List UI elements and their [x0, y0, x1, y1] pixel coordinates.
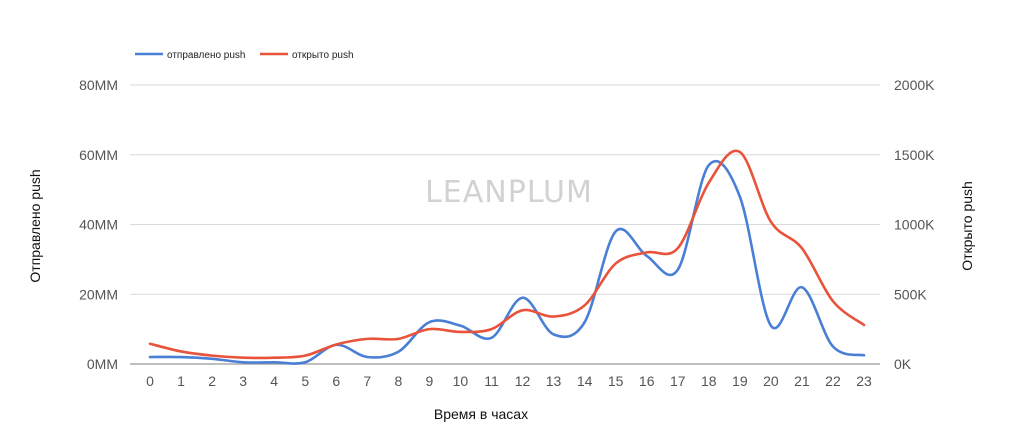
x-tick-label: 13	[546, 373, 562, 389]
x-tick-label: 22	[825, 373, 841, 389]
x-tick-label: 8	[394, 373, 402, 389]
legend: отправлено push открыто push	[135, 50, 354, 61]
x-tick-label: 3	[239, 373, 247, 389]
right-tick-label: 1500K	[894, 147, 935, 163]
x-tick-label: 18	[701, 373, 717, 389]
right-tick-label: 1000K	[894, 217, 935, 233]
x-tick-label: 14	[577, 373, 593, 389]
left-tick-label: 20MM	[79, 286, 118, 302]
right-tick-label: 500K	[894, 286, 927, 302]
x-tick-label: 17	[670, 373, 686, 389]
x-tick-label: 20	[763, 373, 779, 389]
x-tick-label: 0	[146, 373, 154, 389]
x-axis-title: Время в часах	[434, 406, 528, 422]
series-lines	[148, 149, 866, 365]
left-y-axis-title: Отправлено push	[27, 169, 43, 282]
watermark: LEANPLUM	[425, 175, 593, 210]
x-axis-ticks: 0 1 2 3 4 5 6 7 8 9 10 11 12 13 14 15 16 17 18 19 20 21 22 23	[146, 373, 872, 389]
x-tick-label: 16	[639, 373, 655, 389]
legend-label-opened: открыто push	[292, 50, 354, 61]
legend-label-sent: отправлено push	[167, 50, 246, 61]
x-tick-label: 1	[177, 373, 185, 389]
right-tick-label: 2000K	[894, 77, 935, 93]
right-tick-label: 0K	[894, 356, 912, 372]
left-tick-label: 60MM	[79, 147, 118, 163]
x-tick-label: 2	[208, 373, 216, 389]
grid-lines	[130, 84, 880, 365]
x-tick-label: 15	[608, 373, 624, 389]
left-y-axis-ticks: 0MM 20MM 40MM 60MM 80MM	[79, 77, 118, 372]
x-tick-label: 7	[363, 373, 371, 389]
left-tick-label: 40MM	[79, 217, 118, 233]
x-tick-label: 12	[515, 373, 531, 389]
x-tick-label: 11	[484, 373, 499, 389]
x-tick-label: 9	[425, 373, 433, 389]
right-y-axis-ticks: 0K 500K 1000K 1500K 2000K	[894, 77, 935, 372]
x-tick-label: 10	[453, 373, 469, 389]
x-tick-label: 6	[332, 373, 340, 389]
x-tick-label: 21	[794, 373, 810, 389]
x-tick-label: 4	[270, 373, 278, 389]
series-line-opened	[148, 149, 866, 360]
left-tick-label: 80MM	[79, 77, 118, 93]
left-tick-label: 0MM	[87, 356, 118, 372]
x-tick-label: 19	[732, 373, 748, 389]
x-tick-label: 5	[301, 373, 309, 389]
right-y-axis-title: Открыто push	[959, 181, 975, 271]
x-tick-label: 23	[856, 373, 872, 389]
series-line-sent	[148, 159, 866, 365]
